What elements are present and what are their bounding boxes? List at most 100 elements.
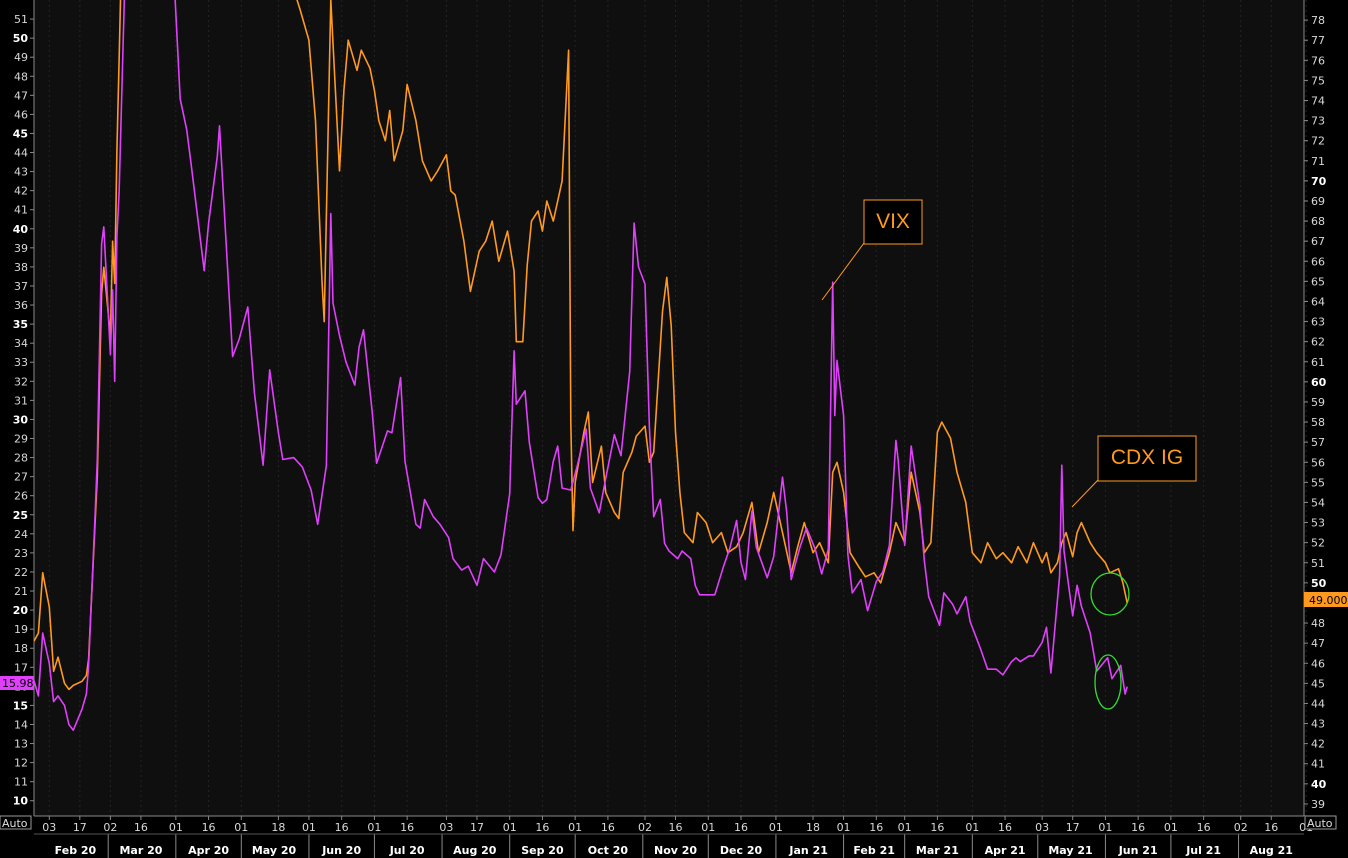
x-tick-label: 01 (1164, 821, 1178, 834)
x-tick-label: 16 (400, 821, 414, 834)
x-tick-label: 18 (271, 821, 285, 834)
auto-button-right-label[interactable]: Auto (1307, 817, 1333, 830)
x-tick-label: 16 (734, 821, 748, 834)
x-tick-label: 01 (367, 821, 381, 834)
x-tick-label: 18 (806, 821, 820, 834)
annotation-cdx-ig-leader (1071, 479, 1099, 508)
x-tick-label: 01 (503, 821, 517, 834)
annotation-cdx-ig-box (1097, 435, 1197, 482)
left-tick-label: 23 (14, 547, 28, 560)
left-tick-label: 11 (14, 776, 28, 789)
x-tick-label: 01 (837, 821, 851, 834)
x-month-label: Jan 21 (788, 844, 827, 857)
left-tick-label: 43 (14, 166, 28, 179)
left-tick-label: 38 (14, 261, 28, 274)
right-tick-label: 76 (1311, 54, 1325, 67)
left-tick-label: 51 (14, 13, 28, 26)
left-tick-label: 47 (14, 89, 28, 102)
auto-button-right-frame[interactable] (1304, 815, 1337, 830)
right-tick-label: 71 (1311, 155, 1325, 168)
x-month-label: Feb 20 (55, 844, 97, 857)
x-month-label: Apr 20 (188, 844, 229, 857)
left-tick-label: 33 (14, 356, 28, 369)
x-tick-label: 01 (898, 821, 912, 834)
x-month-label: Jun 20 (321, 844, 361, 857)
gridlines (48, 0, 1307, 816)
right-tick-label: 72 (1311, 135, 1325, 148)
auto-button-left-frame[interactable] (0, 815, 32, 830)
right-tick-label: 65 (1311, 275, 1325, 288)
x-tick-label: 01 (701, 821, 715, 834)
last-value-tag-vix-bg (0, 676, 34, 690)
left-tick-label: 39 (14, 242, 28, 255)
auto-button-right[interactable]: Auto (1304, 815, 1337, 830)
annotation-vix-text: VIX (876, 210, 910, 233)
x-tick-label: 17 (1066, 821, 1080, 834)
highlight-circle-vix (1094, 654, 1122, 710)
x-axis: 03 17 02 16 01 16 01 18 01 16 01 16 03 17 01 16 01 16 02 16… (34, 815, 1313, 858)
right-tick-label: 57 (1311, 436, 1325, 449)
right-tick-label: 64 (1311, 295, 1325, 308)
right-tick-label: 78 (1311, 14, 1325, 27)
right-tick-label: 40 (1311, 778, 1327, 791)
x-tick-label: 16 (930, 821, 944, 834)
right-tick-label: 41 (1311, 758, 1325, 771)
annotation-cdx-ig: CDX IG (1071, 435, 1197, 508)
x-month-label: May 20 (252, 844, 297, 857)
last-value-tag-cdx-ig: 49.000 (1304, 592, 1348, 607)
x-month-label: May 21 (1048, 844, 1092, 857)
left-tick-label: 22 (14, 566, 28, 579)
highlight-circle-cdx-ig (1090, 572, 1130, 616)
last-value-tag-cdx-ig-bg (1304, 592, 1348, 607)
annotation-vix-leader (821, 242, 865, 301)
right-tick-label: 47 (1311, 637, 1325, 650)
left-tick-label: 27 (14, 471, 28, 484)
left-tick-label: 25 (13, 509, 28, 522)
right-tick-label: 77 (1311, 34, 1325, 47)
right-tick-label: 70 (1311, 175, 1327, 188)
x-month-label: Oct 20 (588, 844, 629, 857)
right-axis: 3940414243444546474849505152535455565758… (1303, 0, 1327, 816)
annotation-cdx-ig-text: CDX IG (1111, 446, 1183, 469)
right-tick-label: 56 (1311, 456, 1325, 469)
left-axis: 1011121314151617181920212223242526272829… (13, 0, 35, 816)
right-tick-label: 59 (1311, 396, 1325, 409)
x-month-label: Dec 20 (720, 844, 763, 857)
right-tick-label: 75 (1311, 74, 1325, 87)
right-tick-label: 44 (1311, 697, 1325, 710)
series-line-vix (34, 0, 1128, 731)
auto-button-left[interactable]: Auto (0, 815, 32, 830)
x-tick-label: 16 (1131, 821, 1145, 834)
right-tick-label: 54 (1311, 496, 1325, 509)
x-month-label: Jul 21 (1185, 844, 1221, 857)
left-tick-label: 18 (14, 642, 28, 655)
left-tick-label: 34 (14, 337, 28, 350)
x-month-label: Aug 21 (1250, 844, 1293, 857)
x-month-label: Sep 20 (521, 844, 564, 857)
left-tick-label: 29 (14, 433, 28, 446)
left-tick-label: 28 (14, 452, 28, 465)
right-tick-label: 58 (1311, 416, 1325, 429)
x-tick-label: 16 (1197, 821, 1211, 834)
x-month-label: Nov 20 (654, 844, 697, 857)
x-tick-label: 03 (1035, 821, 1049, 834)
left-tick-label: 10 (13, 795, 29, 808)
auto-button-left-label[interactable]: Auto (2, 817, 28, 830)
right-tick-label: 66 (1311, 255, 1325, 268)
left-tick-label: 14 (14, 718, 28, 731)
right-tick-label: 39 (1311, 798, 1325, 811)
right-tick-label: 60 (1311, 376, 1327, 389)
x-month-label: Mar 21 (916, 844, 959, 857)
x-tick-label: 16 (601, 821, 615, 834)
left-tick-label: 26 (14, 490, 28, 503)
right-tick-label: 63 (1311, 316, 1325, 329)
left-tick-label: 15 (13, 699, 28, 712)
x-tick-label: 16 (134, 821, 148, 834)
left-tick-label: 12 (14, 757, 28, 770)
x-tick-label: 16 (998, 821, 1012, 834)
x-tick-label: 16 (202, 821, 216, 834)
annotation-vix-box (863, 199, 923, 245)
left-tick-label: 20 (13, 604, 29, 617)
x-tick-label: 01 (769, 821, 783, 834)
